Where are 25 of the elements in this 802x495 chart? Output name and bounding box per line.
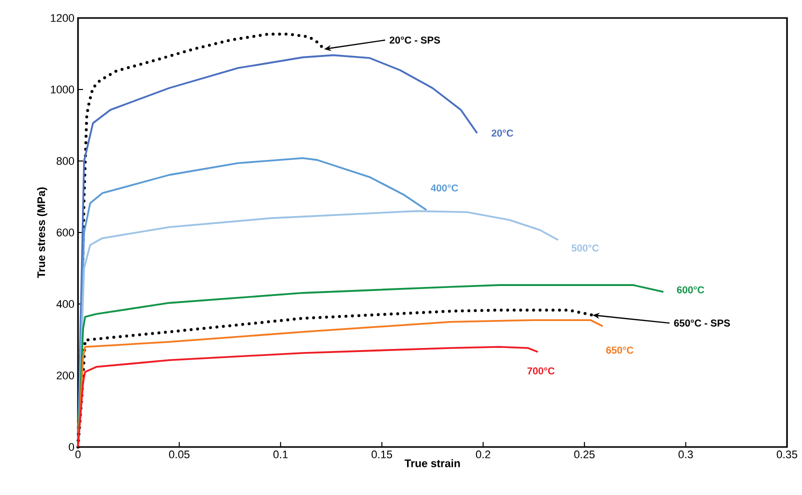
series-label: 500°C [572,244,599,252]
y-tick-label: 1000 [50,86,74,94]
x-tick-label: 0.05 [169,450,190,458]
text: 650°C [606,346,634,354]
x-axis-title: True strain [404,459,460,468]
x-tick-label: 0.15 [372,450,392,458]
y-tick-label: 1200 [50,14,74,22]
y-tick-label: 0 [68,443,74,451]
y-tick-label: 400 [56,300,74,308]
series-label: 700°C [527,367,555,374]
annotation: 650°C - SPS [674,320,730,327]
x-tick-label: 0.2 [476,450,490,458]
y-axis-title: True stress (MPa) [37,187,48,278]
y-tick-label: 200 [56,372,74,380]
x-tick-label: 0.1 [273,450,288,458]
x-tick-label: 0.35 [776,450,798,458]
x-tick-label: 0 [75,450,81,458]
series-label: 400°C [430,184,458,192]
x-tick-label: 0.25 [574,450,595,458]
annotation: 20°C - SPS [390,36,440,44]
y-tick-label: 600 [56,228,74,236]
x-tick-label: 0.3 [678,450,693,458]
series-label: 600°C [676,286,704,294]
y-tick-label: 800 [56,157,74,165]
series-label: 20°C [492,130,514,137]
